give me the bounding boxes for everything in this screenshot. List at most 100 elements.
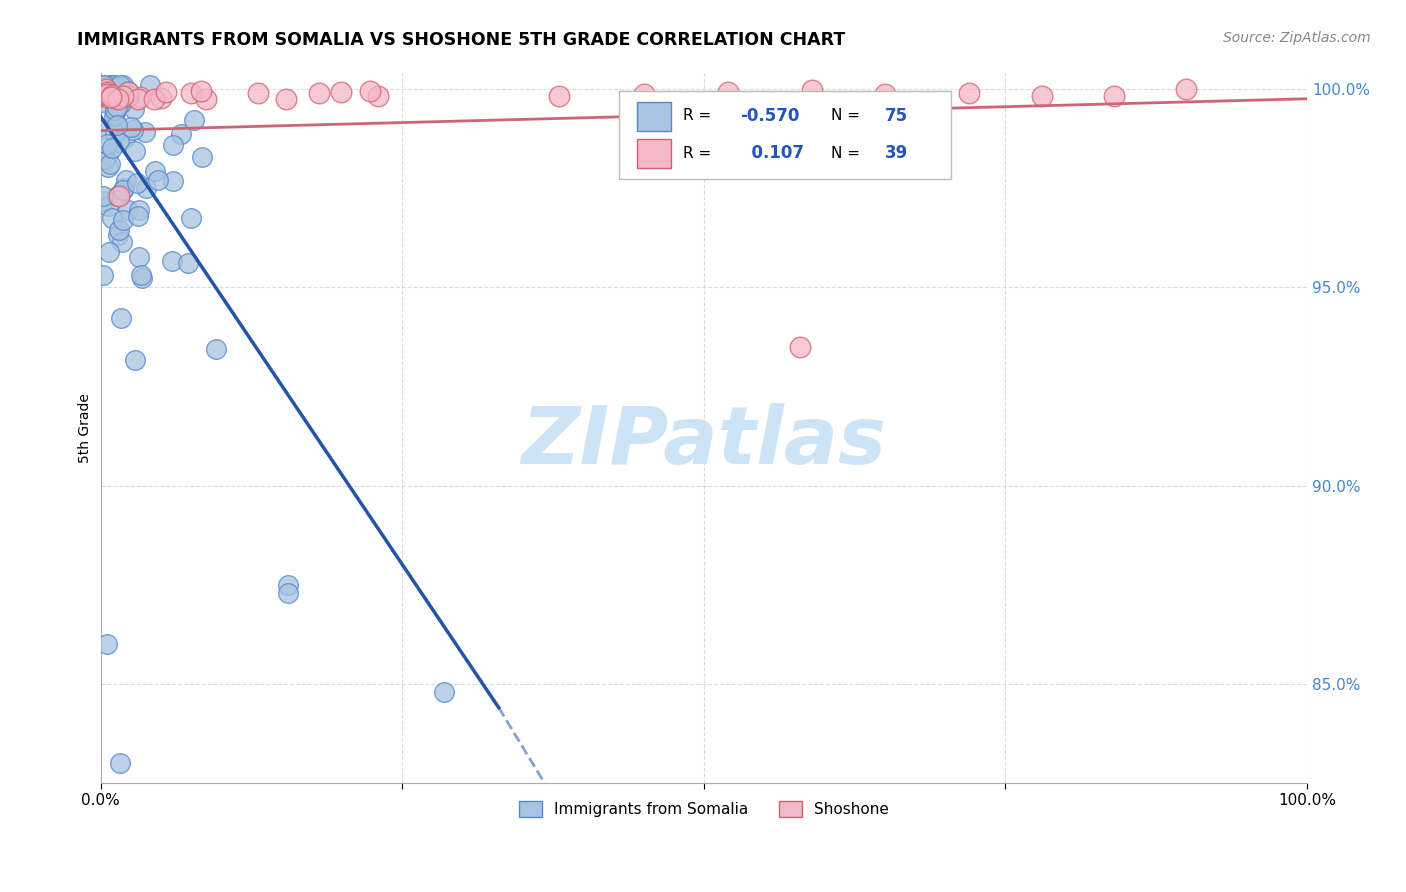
Point bbox=[103, 110, 125, 124]
Point bbox=[94, 82, 117, 96]
Point bbox=[108, 97, 131, 112]
Point bbox=[111, 78, 134, 92]
Point bbox=[91, 121, 114, 136]
Point bbox=[150, 91, 173, 105]
Point bbox=[177, 256, 200, 270]
Point bbox=[108, 756, 131, 771]
Point bbox=[96, 87, 118, 102]
Bar bbox=[637, 139, 671, 168]
Point bbox=[128, 203, 150, 218]
Point bbox=[124, 144, 146, 158]
Point bbox=[127, 92, 149, 106]
Point bbox=[633, 87, 655, 102]
Point bbox=[112, 181, 135, 195]
Point bbox=[162, 174, 184, 188]
Point bbox=[110, 235, 132, 249]
Point bbox=[124, 352, 146, 367]
Point bbox=[717, 85, 740, 99]
Point bbox=[114, 130, 136, 145]
Point bbox=[112, 88, 135, 103]
Point bbox=[94, 153, 117, 167]
Point bbox=[96, 199, 118, 213]
Point bbox=[277, 585, 299, 599]
Point bbox=[204, 342, 226, 356]
Point bbox=[108, 135, 131, 149]
Text: 0.107: 0.107 bbox=[740, 145, 804, 162]
Point bbox=[308, 86, 330, 100]
Point bbox=[367, 88, 389, 103]
Point bbox=[160, 253, 183, 268]
Point bbox=[96, 86, 118, 100]
Point bbox=[146, 173, 169, 187]
Point bbox=[91, 268, 114, 282]
Point bbox=[97, 87, 120, 102]
Point bbox=[96, 637, 118, 651]
Text: 39: 39 bbox=[884, 145, 908, 162]
Point bbox=[110, 310, 132, 325]
Point bbox=[1175, 82, 1198, 96]
Point bbox=[127, 209, 149, 223]
Point bbox=[105, 189, 128, 203]
Point bbox=[957, 86, 980, 100]
Point bbox=[90, 87, 112, 102]
Point bbox=[111, 183, 134, 197]
Text: N =: N = bbox=[831, 145, 859, 161]
Point bbox=[100, 90, 122, 104]
Point bbox=[94, 89, 117, 103]
Text: -0.570: -0.570 bbox=[740, 106, 800, 125]
Point bbox=[91, 189, 114, 203]
Point bbox=[105, 80, 128, 95]
Point bbox=[101, 211, 124, 225]
Point bbox=[103, 78, 125, 92]
Text: R =: R = bbox=[683, 145, 711, 161]
Point bbox=[145, 164, 167, 178]
Point bbox=[330, 85, 353, 99]
Point bbox=[138, 78, 160, 92]
Point bbox=[183, 112, 205, 127]
Point bbox=[100, 78, 122, 92]
Point bbox=[91, 194, 114, 208]
Point bbox=[105, 118, 128, 132]
Point bbox=[120, 120, 142, 134]
Point bbox=[135, 180, 157, 194]
Text: R =: R = bbox=[683, 108, 711, 123]
Point bbox=[117, 85, 139, 99]
Point bbox=[125, 176, 148, 190]
Point bbox=[131, 268, 153, 282]
Point bbox=[105, 100, 128, 114]
Bar bbox=[637, 103, 671, 131]
Point bbox=[107, 91, 129, 105]
Point bbox=[433, 685, 456, 699]
Point bbox=[96, 137, 118, 152]
Point bbox=[97, 147, 120, 161]
Point bbox=[873, 87, 896, 102]
Point bbox=[117, 84, 139, 98]
Text: IMMIGRANTS FROM SOMALIA VS SHOSHONE 5TH GRADE CORRELATION CHART: IMMIGRANTS FROM SOMALIA VS SHOSHONE 5TH … bbox=[77, 31, 845, 49]
Point bbox=[359, 84, 381, 98]
Point bbox=[122, 123, 145, 137]
Point bbox=[91, 95, 114, 109]
Point bbox=[104, 106, 127, 120]
Point bbox=[170, 127, 193, 141]
Point bbox=[104, 126, 127, 140]
FancyBboxPatch shape bbox=[620, 91, 950, 179]
Point bbox=[180, 211, 202, 226]
Point bbox=[277, 577, 299, 591]
Point bbox=[93, 78, 115, 92]
Point bbox=[91, 78, 114, 92]
Point bbox=[91, 87, 114, 102]
Point bbox=[111, 212, 134, 227]
Text: Source: ZipAtlas.com: Source: ZipAtlas.com bbox=[1223, 31, 1371, 45]
Point bbox=[143, 92, 166, 106]
Point bbox=[131, 271, 153, 285]
Point bbox=[801, 83, 824, 97]
Point bbox=[104, 91, 127, 105]
Point bbox=[195, 92, 218, 106]
Point bbox=[97, 245, 120, 260]
Point bbox=[155, 85, 177, 99]
Text: 75: 75 bbox=[884, 106, 908, 125]
Point bbox=[134, 126, 156, 140]
Point bbox=[108, 78, 131, 92]
Point bbox=[122, 103, 145, 117]
Y-axis label: 5th Grade: 5th Grade bbox=[79, 393, 93, 463]
